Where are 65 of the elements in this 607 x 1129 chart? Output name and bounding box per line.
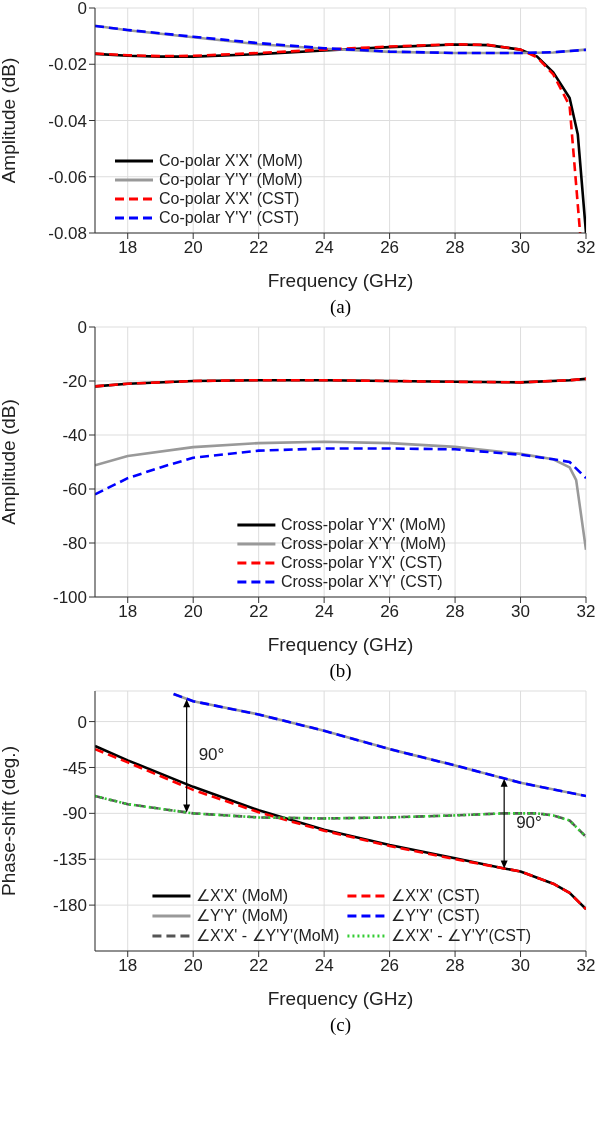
x-tick-label: 32 bbox=[576, 602, 596, 622]
x-tick-label: 24 bbox=[314, 238, 334, 258]
legend-label: Cross-polar Y'X' (MoM) bbox=[280, 516, 446, 534]
legend-label: ∠X'X' - ∠Y'Y'(MoM) bbox=[195, 926, 340, 945]
x-tick-label: 22 bbox=[249, 956, 269, 976]
legend-label: Co-polar X'X' (MoM) bbox=[159, 152, 303, 170]
x-tick-label: 20 bbox=[183, 956, 203, 976]
x-tick-label: 18 bbox=[118, 238, 138, 258]
y-tick-label: -180 bbox=[52, 896, 87, 916]
y-tick-label: 0 bbox=[77, 712, 87, 732]
x-tick-label: 30 bbox=[511, 956, 530, 976]
x-axis-title: Frequency (GHz) bbox=[267, 988, 414, 1009]
annotation: 90° bbox=[198, 745, 225, 765]
legend-label: Cross-polar Y'X' (CST) bbox=[280, 554, 443, 572]
text: (a) bbox=[328, 295, 353, 319]
y-tick-label: -135 bbox=[52, 850, 87, 870]
x-tick-label: 28 bbox=[445, 602, 465, 622]
x-tick-label: 32 bbox=[576, 238, 596, 258]
x-tick-label: 18 bbox=[118, 956, 138, 976]
x-tick-label: 30 bbox=[511, 602, 530, 622]
legend-label: ∠X'X' (CST) bbox=[391, 886, 480, 905]
x-tick-label: 18 bbox=[118, 602, 138, 622]
y-axis-title: Amplitude (dB) bbox=[0, 399, 19, 525]
y-tick-label: -100 bbox=[52, 588, 87, 608]
x-tick-label: 22 bbox=[249, 602, 269, 622]
y-tick-label: 0 bbox=[77, 318, 87, 338]
legend-label: ∠Y'Y' (MoM) bbox=[195, 906, 289, 925]
x-tick-label: 20 bbox=[183, 602, 203, 622]
annotation: 90° bbox=[516, 813, 542, 833]
x-tick-label: 26 bbox=[380, 602, 400, 622]
x-tick-label: 28 bbox=[445, 956, 465, 976]
legend-label: Cross-polar X'Y' (MoM) bbox=[280, 535, 447, 553]
x-axis-title: Frequency (GHz) bbox=[267, 634, 414, 655]
y-tick-label: -0.04 bbox=[48, 111, 87, 131]
y-axis-title: Amplitude (dB) bbox=[0, 57, 19, 184]
x-tick-label: 22 bbox=[249, 238, 269, 258]
legend-label: ∠X'X' - ∠Y'Y'(CST) bbox=[391, 926, 532, 945]
x-tick-label: 32 bbox=[576, 956, 596, 976]
legend-label: Co-polar X'X' (CST) bbox=[159, 190, 300, 208]
x-tick-label: 26 bbox=[380, 956, 400, 976]
y-tick-label: -45 bbox=[62, 758, 87, 778]
text: (c) bbox=[328, 1013, 353, 1037]
x-tick-label: 28 bbox=[445, 238, 465, 258]
legend-label: Co-polar Y'Y' (MoM) bbox=[159, 171, 303, 189]
y-axis-title: Phase-shift (deg.) bbox=[0, 746, 19, 896]
y-tick-label: 0 bbox=[77, 0, 87, 19]
y-tick-label: -90 bbox=[62, 804, 87, 824]
y-tick-label: -80 bbox=[62, 534, 87, 554]
y-tick-label: -0.06 bbox=[48, 167, 87, 187]
y-tick-label: -0.08 bbox=[48, 224, 87, 244]
x-tick-label: 20 bbox=[183, 238, 203, 258]
y-tick-label: -60 bbox=[62, 480, 87, 500]
x-axis-title: Frequency (GHz) bbox=[267, 270, 414, 291]
x-tick-label: 24 bbox=[314, 956, 334, 976]
x-tick-label: 30 bbox=[511, 238, 530, 258]
x-tick-label: 24 bbox=[314, 602, 334, 622]
y-tick-label: -0.02 bbox=[48, 55, 87, 75]
y-tick-label: -20 bbox=[62, 372, 87, 392]
legend-label: ∠X'X' (MoM) bbox=[195, 886, 289, 905]
legend-label: Cross-polar X'Y' (CST) bbox=[280, 573, 443, 591]
text: (b) bbox=[328, 659, 353, 683]
x-tick-label: 26 bbox=[380, 238, 400, 258]
legend-label: Co-polar Y'Y' (CST) bbox=[159, 209, 300, 227]
y-tick-label: -40 bbox=[62, 426, 87, 446]
legend-label: ∠Y'Y' (CST) bbox=[391, 906, 480, 925]
